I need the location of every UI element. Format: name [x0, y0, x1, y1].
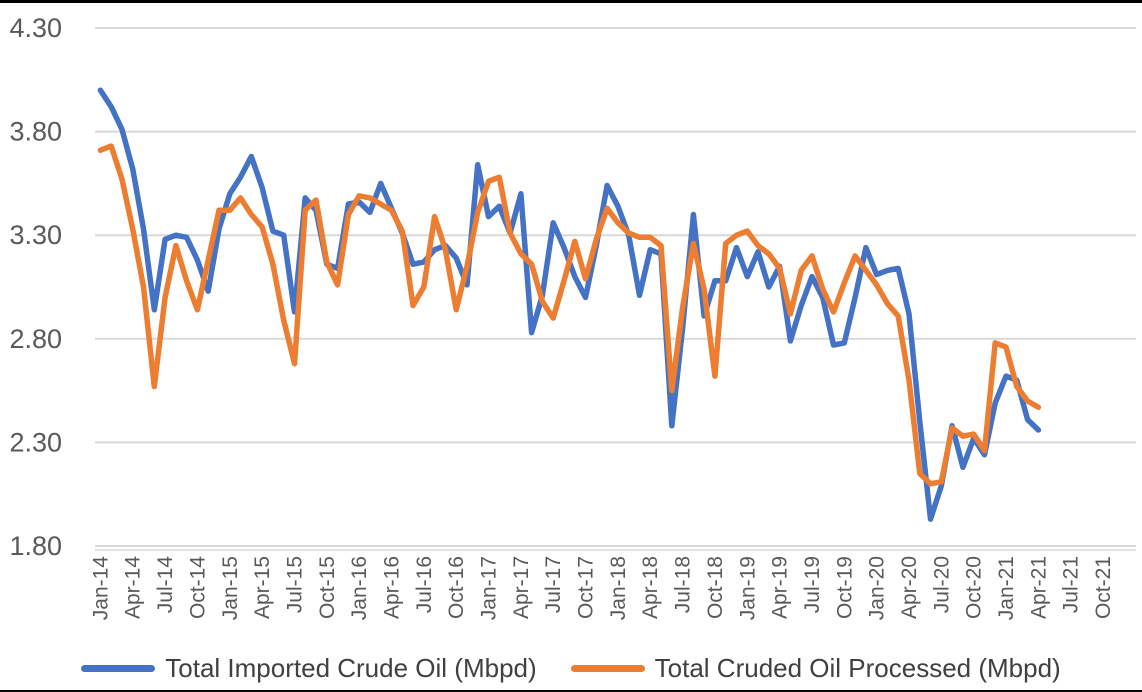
x-tick-label: Apr-21: [1027, 556, 1050, 619]
x-tick-label: Jul-17: [542, 556, 565, 613]
line-chart: 4.30 3.80 3.30 2.80 2.30 1.80 Jan-14 Apr-14 Jul-…: [9, 13, 1136, 621]
x-tick-label: Jul-15: [283, 556, 306, 613]
x-tick-label: Oct-14: [186, 556, 209, 619]
chart-legend: Total Imported Crude Oil (Mbpd) Total Cr…: [0, 653, 1142, 684]
x-tick-label: Jul-18: [672, 556, 695, 613]
legend-label-processed: Total Cruded Oil Processed (Mbpd): [654, 653, 1061, 683]
y-tick-label: 3.80: [9, 117, 62, 147]
x-tick-label: Oct-21: [1092, 556, 1115, 619]
processed-series-swatch: [570, 665, 645, 672]
x-tick-label: Jan-17: [478, 556, 501, 620]
x-tick-label: Oct-19: [833, 556, 856, 619]
x-tick-label: Jan-18: [607, 556, 630, 620]
x-tick-label: Oct-15: [316, 556, 339, 619]
legend-label-imported: Total Imported Crude Oil (Mbpd): [165, 653, 537, 683]
x-tick-label: Oct-17: [575, 556, 598, 619]
imported-series-line: [97, 87, 1042, 522]
legend-item-processed: Total Cruded Oil Processed (Mbpd): [570, 653, 1061, 684]
x-tick-label: Apr-18: [639, 556, 662, 619]
x-tick-label: Oct-16: [445, 556, 468, 619]
x-tick-label: Oct-20: [963, 556, 986, 619]
x-tick-label: Apr-20: [898, 556, 921, 619]
x-tick-label: Jan-15: [219, 556, 242, 620]
processed-series-line: [97, 143, 1042, 487]
x-tick-label: Apr-15: [251, 556, 274, 619]
x-tick-label: Jul-19: [801, 556, 824, 613]
x-tick-label: Apr-14: [122, 556, 145, 619]
x-tick-label: Jan-16: [348, 556, 371, 620]
imported-series-swatch: [81, 665, 156, 672]
x-tick-label: Jan-21: [995, 556, 1018, 620]
x-tick-label: Jul-16: [413, 556, 436, 613]
y-tick-label: 2.30: [9, 427, 62, 457]
x-tick-label: Apr-19: [769, 556, 792, 619]
x-tick-label: Jul-20: [930, 556, 953, 613]
x-tick-label: Apr-17: [510, 556, 533, 619]
x-tick-label: Jul-21: [1060, 556, 1083, 613]
y-tick-label: 3.30: [9, 220, 62, 250]
y-tick-label: 2.80: [9, 324, 62, 354]
x-tick-label: Jan-14: [89, 556, 112, 621]
legend-item-imported: Total Imported Crude Oil (Mbpd): [81, 653, 537, 684]
x-tick-label: Jan-19: [736, 556, 759, 620]
y-tick-label: 1.80: [9, 531, 62, 561]
x-tick-label: Apr-16: [380, 556, 403, 619]
x-tick-label: Jul-14: [154, 556, 177, 614]
x-tick-label: Oct-18: [704, 556, 727, 619]
x-tick-label: Jan-20: [866, 556, 889, 620]
y-tick-label: 4.30: [9, 13, 62, 43]
